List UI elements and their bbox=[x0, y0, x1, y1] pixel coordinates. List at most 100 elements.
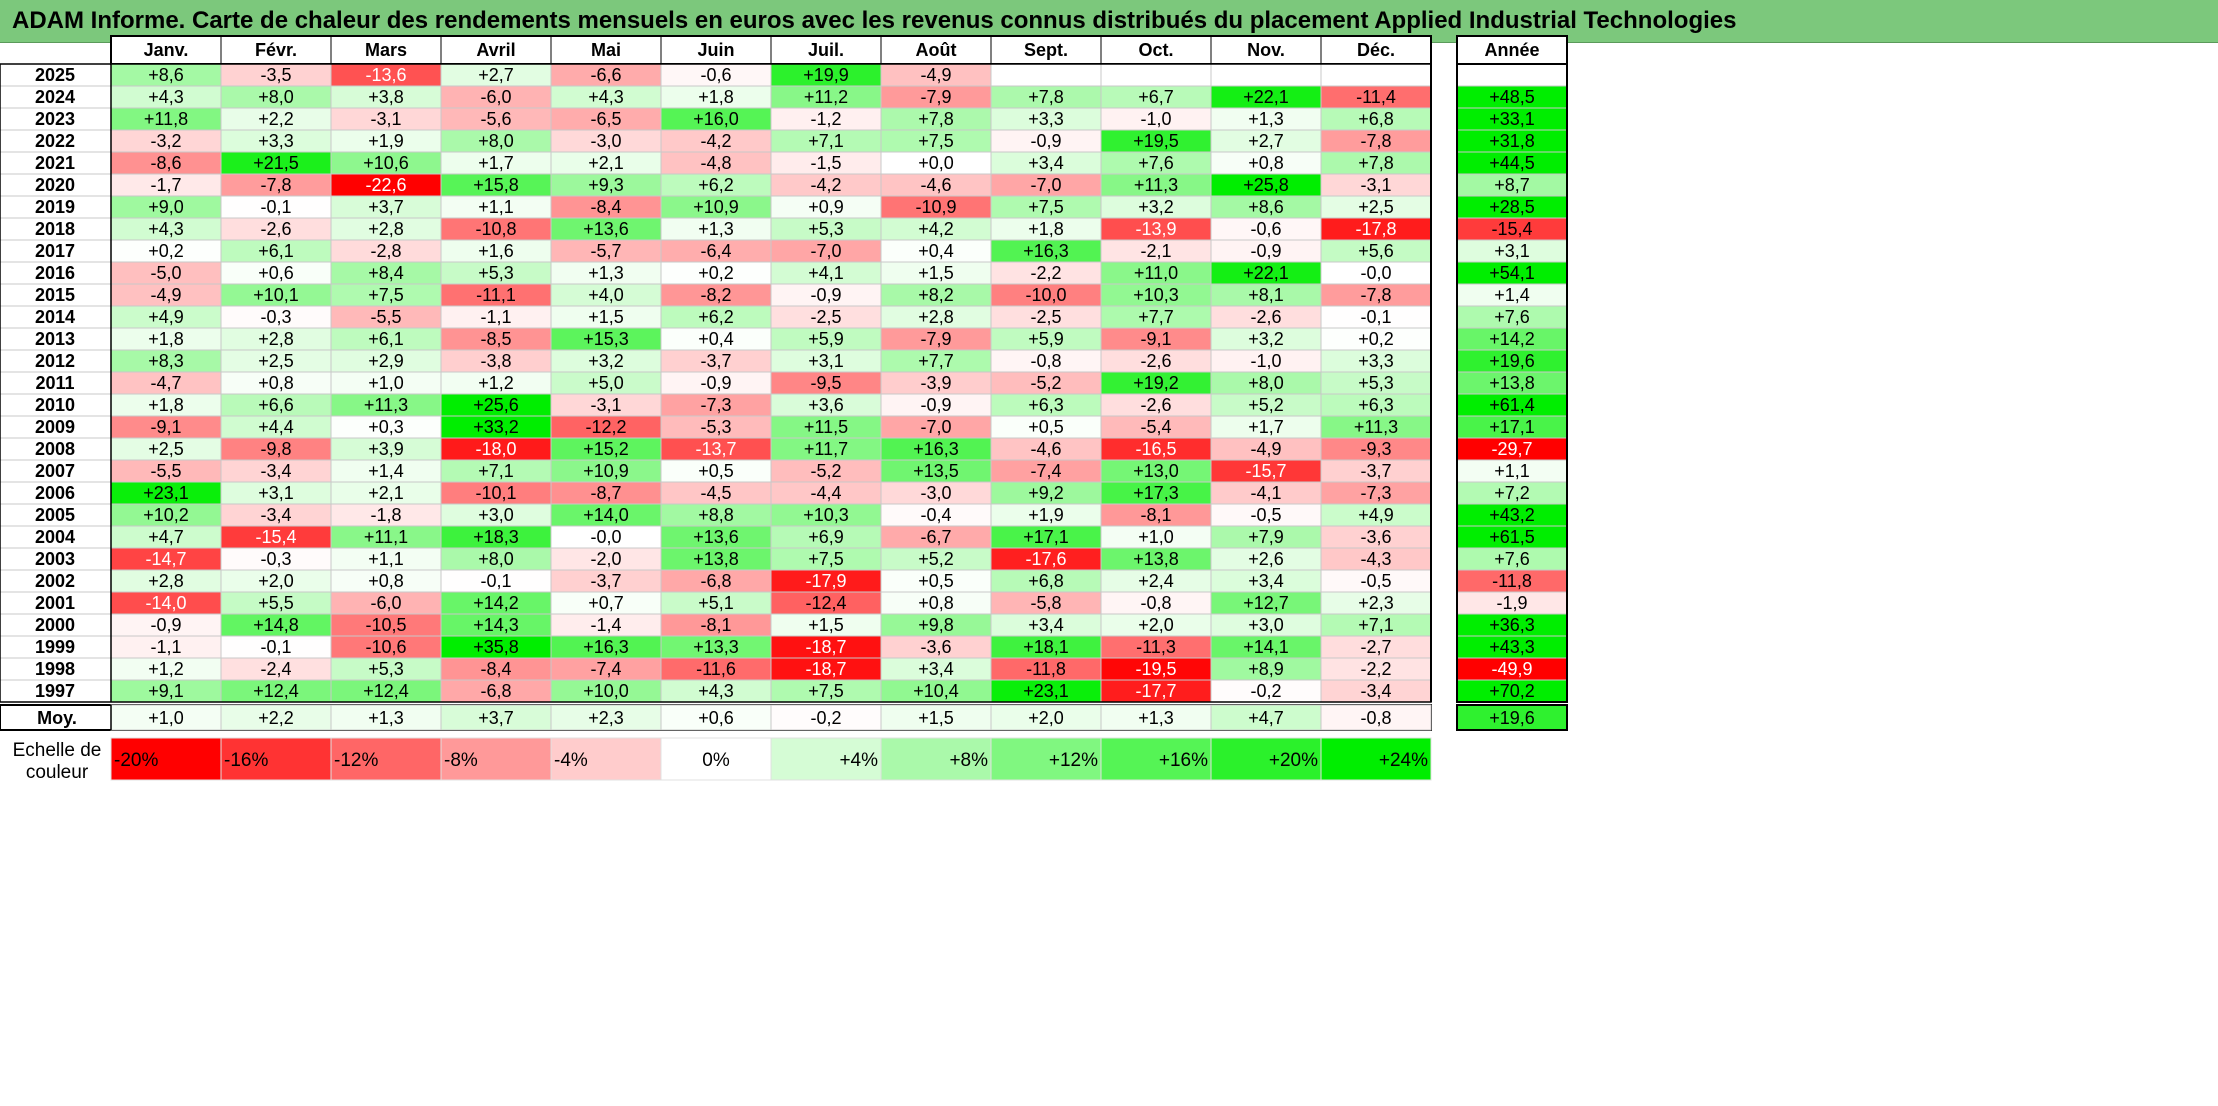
cell-value: +4,3 bbox=[148, 219, 184, 239]
scale-label: Echelle de bbox=[13, 740, 102, 761]
cell-value: +4,3 bbox=[588, 87, 624, 107]
cell-value: +2,8 bbox=[258, 329, 294, 349]
cell-value: +5,3 bbox=[1358, 373, 1394, 393]
scale-swatch bbox=[770, 737, 882, 781]
cell-value: +10,1 bbox=[253, 285, 299, 305]
scale-label-value: -12% bbox=[334, 750, 378, 771]
year-label: 2017 bbox=[35, 241, 75, 261]
cell-value: -7,9 bbox=[920, 87, 951, 107]
annual-value: +3,1 bbox=[1494, 241, 1530, 261]
year-label: 2012 bbox=[35, 351, 75, 371]
average-value: -0,8 bbox=[1360, 708, 1391, 728]
average-cell bbox=[1210, 704, 1322, 731]
cell-value: -0,5 bbox=[1250, 505, 1281, 525]
cell-value: +3,1 bbox=[808, 351, 844, 371]
annual-value: -11,8 bbox=[1492, 571, 1532, 591]
cell-value: +3,0 bbox=[1248, 615, 1284, 635]
cell-value: -7,9 bbox=[920, 329, 951, 349]
cell-value: -4,2 bbox=[700, 131, 731, 151]
cell-value: +3,9 bbox=[368, 439, 404, 459]
scale-swatch bbox=[880, 737, 992, 781]
year-label: 2023 bbox=[35, 109, 75, 129]
annual-value: +43,2 bbox=[1489, 505, 1535, 525]
cell-value: +2,5 bbox=[148, 439, 184, 459]
scale-label-value: +12% bbox=[1049, 750, 1098, 771]
cell-value: +18,3 bbox=[473, 527, 519, 547]
cell-value: +10,4 bbox=[913, 681, 959, 701]
cell-value: +15,3 bbox=[583, 329, 629, 349]
cell-value: +3,3 bbox=[258, 131, 294, 151]
cell-value: -3,4 bbox=[1360, 681, 1391, 701]
cell-value: -3,1 bbox=[1360, 175, 1391, 195]
cell-value: +13,5 bbox=[913, 461, 959, 481]
cell-value: +14,0 bbox=[583, 505, 629, 525]
cell-value: +7,5 bbox=[808, 681, 844, 701]
annual-value: +7,6 bbox=[1494, 307, 1530, 327]
cell-value: +25,8 bbox=[1243, 175, 1289, 195]
cell-value: +13,6 bbox=[693, 527, 739, 547]
cell-value: +4,3 bbox=[148, 87, 184, 107]
cell-value: -7,4 bbox=[590, 659, 621, 679]
cell-value: +7,8 bbox=[1028, 87, 1064, 107]
average-value: +4,7 bbox=[1248, 708, 1284, 728]
month-label: Déc. bbox=[1357, 40, 1395, 60]
cell-value: +1,2 bbox=[478, 373, 514, 393]
average-value: +2,2 bbox=[258, 708, 294, 728]
cell-value: -4,4 bbox=[810, 483, 841, 503]
month-label: Avril bbox=[476, 40, 515, 60]
scale-label-value: -20% bbox=[114, 750, 158, 771]
average-cell bbox=[1320, 704, 1432, 731]
cell-value: +0,2 bbox=[148, 241, 184, 261]
scale-label-value: +4% bbox=[839, 750, 878, 771]
average-annual-cell bbox=[1456, 704, 1568, 731]
cell-value: +0,5 bbox=[1028, 417, 1064, 437]
scale-label-value: -16% bbox=[224, 750, 268, 771]
cell-value: -16,5 bbox=[1135, 439, 1176, 459]
annual-value: +33,1 bbox=[1489, 109, 1535, 129]
cell-value: +8,0 bbox=[478, 549, 514, 569]
cell-value: +10,9 bbox=[693, 197, 739, 217]
cell-value: +0,8 bbox=[368, 571, 404, 591]
cell-value: +4,1 bbox=[808, 263, 844, 283]
cell-value: -12,2 bbox=[585, 417, 626, 437]
cell-value: +3,4 bbox=[1028, 615, 1064, 635]
cell-value: +9,2 bbox=[1028, 483, 1064, 503]
heatmap-cell bbox=[990, 63, 1102, 87]
cell-value: +4,0 bbox=[588, 285, 624, 305]
average-value: +2,3 bbox=[588, 708, 624, 728]
cell-value: +1,9 bbox=[1028, 505, 1064, 525]
scale-swatch bbox=[1210, 737, 1322, 781]
cell-value: +6,3 bbox=[1358, 395, 1394, 415]
year-label: 2021 bbox=[35, 153, 75, 173]
year-label: 2013 bbox=[35, 329, 75, 349]
cell-value: -5,5 bbox=[370, 307, 401, 327]
cell-value: +1,5 bbox=[918, 263, 954, 283]
cell-value: +1,8 bbox=[698, 87, 734, 107]
cell-value: +3,6 bbox=[808, 395, 844, 415]
cell-value: +11,3 bbox=[1134, 175, 1178, 195]
scale-swatch bbox=[220, 737, 332, 781]
year-label: 2025 bbox=[35, 65, 75, 85]
year-label: 1998 bbox=[35, 659, 75, 679]
cell-value: -17,8 bbox=[1355, 219, 1396, 239]
chart-title: ADAM Informe. Carte de chaleur des rende… bbox=[12, 7, 1737, 34]
cell-value: -0,1 bbox=[260, 197, 291, 217]
month-label: Juil. bbox=[808, 40, 844, 60]
cell-value: -3,7 bbox=[700, 351, 731, 371]
cell-value: +6,3 bbox=[1028, 395, 1064, 415]
annual-value: +7,6 bbox=[1494, 549, 1530, 569]
scale-swatch bbox=[110, 737, 222, 781]
month-label: Janv. bbox=[144, 40, 189, 60]
cell-value: +1,0 bbox=[368, 373, 404, 393]
cell-value: -4,9 bbox=[1250, 439, 1281, 459]
cell-value: +1,8 bbox=[1028, 219, 1064, 239]
cell-value: -2,2 bbox=[1360, 659, 1391, 679]
cell-value: -0,0 bbox=[1360, 263, 1391, 283]
cell-value: -1,8 bbox=[370, 505, 401, 525]
cell-value: +9,0 bbox=[148, 197, 184, 217]
year-label: 2016 bbox=[35, 263, 75, 283]
cell-value: +1,7 bbox=[478, 153, 514, 173]
cell-value: -0,9 bbox=[150, 615, 181, 635]
average-value: +1,0 bbox=[148, 708, 184, 728]
heatmap-cell bbox=[1210, 63, 1322, 87]
